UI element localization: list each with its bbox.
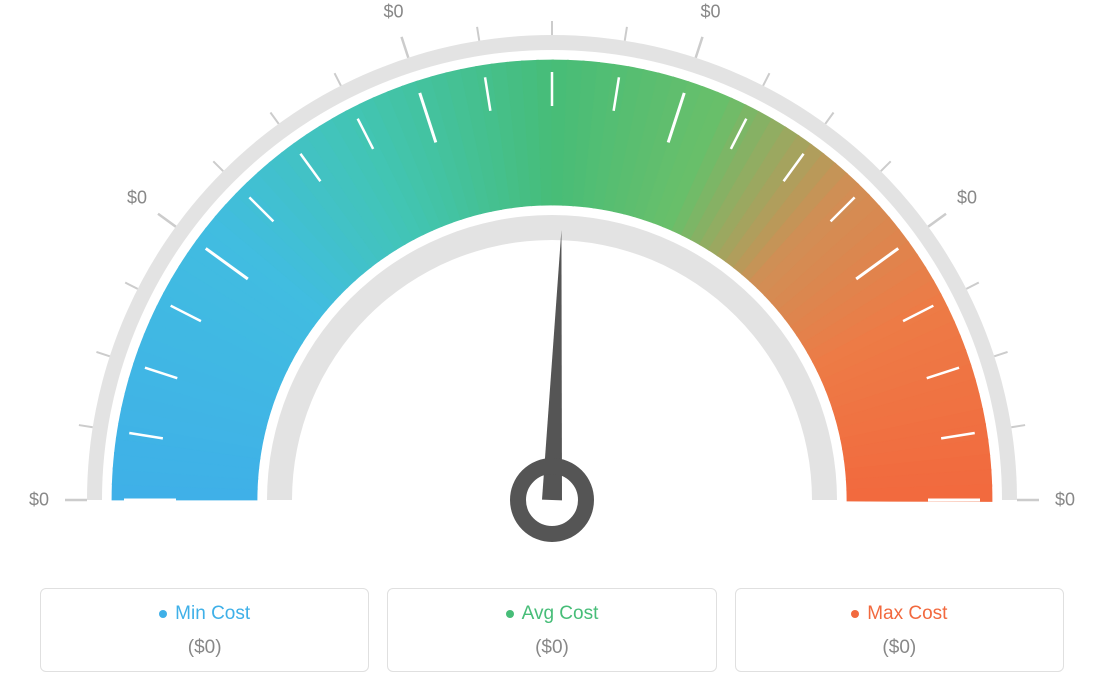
- legend-min-header: Min Cost: [159, 603, 250, 625]
- gauge-scale-label: $0: [957, 188, 977, 209]
- gauge-scale-label: $0: [127, 188, 147, 209]
- legend-min-value: ($0): [51, 637, 358, 659]
- gauge-svg: [0, 0, 1104, 560]
- gauge-scale-label: $0: [1055, 490, 1075, 511]
- legend-card-max: Max Cost ($0): [735, 588, 1064, 672]
- gauge-chart: $0 $0 $0 $0 $0 $0: [0, 0, 1104, 560]
- legend-card-min: Min Cost ($0): [40, 588, 369, 672]
- gauge-scale-label: $0: [29, 490, 49, 511]
- legend-avg-value: ($0): [398, 637, 705, 659]
- legend-max-value: ($0): [746, 637, 1053, 659]
- gauge-scale-label: $0: [383, 2, 403, 23]
- legend-dot-avg: [506, 610, 514, 618]
- gauge-scale-label: $0: [701, 2, 721, 23]
- legend-dot-max: [851, 610, 859, 618]
- legend-max-header: Max Cost: [851, 603, 947, 625]
- legend-avg-header: Avg Cost: [506, 603, 599, 625]
- legend-max-label: Max Cost: [867, 603, 947, 625]
- legend-row: Min Cost ($0) Avg Cost ($0) Max Cost ($0…: [40, 588, 1064, 672]
- legend-card-avg: Avg Cost ($0): [387, 588, 716, 672]
- legend-min-label: Min Cost: [175, 603, 250, 625]
- legend-avg-label: Avg Cost: [522, 603, 599, 625]
- legend-dot-min: [159, 610, 167, 618]
